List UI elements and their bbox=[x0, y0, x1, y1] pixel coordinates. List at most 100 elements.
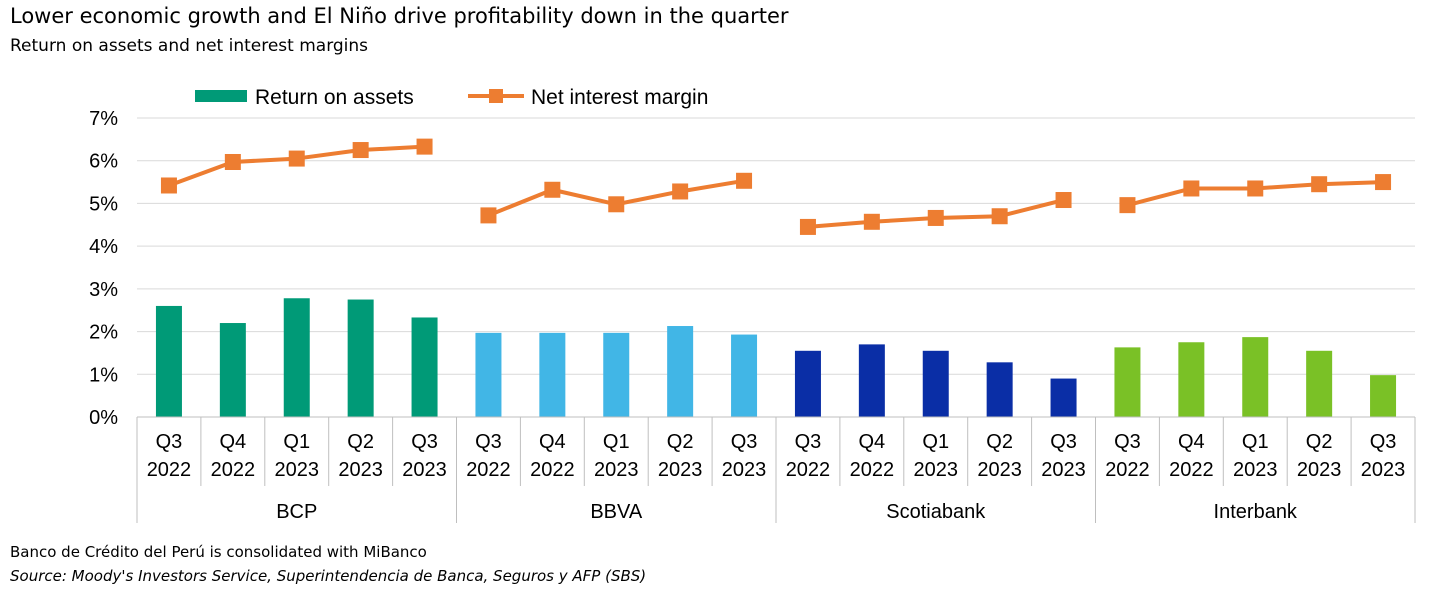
x-quarter-label: Q4 bbox=[539, 431, 566, 453]
x-quarter-label: Q2 bbox=[986, 431, 1013, 453]
nim-marker bbox=[480, 207, 497, 224]
x-quarter-label: Q1 bbox=[1242, 431, 1269, 453]
bars bbox=[155, 298, 1397, 417]
x-year-label: 2022 bbox=[1105, 459, 1150, 481]
x-year-label: 2022 bbox=[786, 459, 831, 481]
nim-marker bbox=[544, 181, 561, 198]
x-bank-label: BCP bbox=[276, 501, 317, 523]
roa-bar bbox=[667, 326, 694, 417]
roa-bar bbox=[794, 350, 821, 417]
x-quarter-label: Q4 bbox=[1178, 431, 1205, 453]
nim-marker bbox=[927, 209, 944, 226]
legend: Return on assets Net interest margin bbox=[195, 86, 708, 109]
nim-marker bbox=[991, 208, 1008, 225]
x-quarter-label: Q1 bbox=[283, 431, 310, 453]
legend-nim-label: Net interest margin bbox=[531, 86, 708, 109]
roa-bar bbox=[1114, 347, 1141, 417]
roa-bar bbox=[1306, 350, 1333, 417]
nim-marker bbox=[1183, 180, 1200, 197]
y-tick-label: 5% bbox=[89, 193, 118, 215]
x-quarter-label: Q2 bbox=[347, 431, 374, 453]
x-year-label: 2023 bbox=[914, 459, 959, 481]
x-year-label: 2022 bbox=[466, 459, 511, 481]
x-year-label: 2023 bbox=[338, 459, 383, 481]
x-year-label: 2023 bbox=[1041, 459, 1086, 481]
x-quarter-label: Q1 bbox=[922, 431, 949, 453]
legend-roa-swatch bbox=[195, 90, 247, 102]
x-quarter-label: Q1 bbox=[603, 431, 630, 453]
roa-bar bbox=[539, 332, 566, 417]
nim-marker bbox=[863, 213, 880, 230]
x-year-label: 2022 bbox=[1169, 459, 1214, 481]
legend-nim-marker bbox=[489, 89, 503, 103]
x-year-label: 2023 bbox=[1233, 459, 1278, 481]
x-quarter-label: Q3 bbox=[411, 431, 438, 453]
x-bank-label: Interbank bbox=[1214, 501, 1298, 523]
x-quarter-label: Q4 bbox=[220, 431, 247, 453]
chart-subtitle: Return on assets and net interest margin… bbox=[10, 36, 369, 56]
x-quarter-label: Q3 bbox=[156, 431, 183, 453]
roa-bar bbox=[1370, 375, 1397, 417]
x-quarter-label: Q3 bbox=[795, 431, 822, 453]
x-year-label: 2023 bbox=[275, 459, 320, 481]
nim-marker bbox=[1375, 174, 1392, 191]
x-quarter-label: Q3 bbox=[1114, 431, 1141, 453]
y-tick-label: 0% bbox=[89, 407, 118, 429]
roa-bar bbox=[411, 317, 438, 417]
nim-marker bbox=[1119, 197, 1136, 214]
y-tick-label: 6% bbox=[89, 151, 118, 173]
x-quarter-label: Q2 bbox=[1306, 431, 1333, 453]
x-year-label: 2023 bbox=[594, 459, 639, 481]
y-tick-label: 2% bbox=[89, 322, 118, 344]
y-tick-label: 4% bbox=[89, 236, 118, 258]
x-bank-label: Scotiabank bbox=[886, 501, 986, 523]
nim-marker bbox=[799, 218, 816, 235]
nim-marker bbox=[224, 153, 241, 170]
x-year-label: 2022 bbox=[211, 459, 256, 481]
y-tick-label: 7% bbox=[89, 108, 118, 130]
x-quarter-label: Q3 bbox=[1370, 431, 1397, 453]
roa-bar bbox=[155, 305, 182, 417]
x-quarter-label: Q4 bbox=[859, 431, 886, 453]
footnote: Banco de Crédito del Perú is consolidate… bbox=[10, 543, 427, 561]
x-year-label: 2023 bbox=[1361, 459, 1406, 481]
chart: Return on assets Net interest margin 0% 1… bbox=[89, 86, 1416, 523]
roa-bar bbox=[1050, 378, 1077, 417]
x-axis: Q3 2022 Q4 2022 Q1 2023 Q2 2023 Q3 2023 BCP Q3 2022 Q… bbox=[136, 416, 1416, 523]
nim-marker bbox=[1055, 192, 1072, 209]
nim-marker bbox=[352, 142, 369, 159]
x-year-label: 2023 bbox=[1297, 459, 1342, 481]
x-year-label: 2023 bbox=[977, 459, 1022, 481]
roa-bar bbox=[603, 332, 630, 417]
x-year-label: 2023 bbox=[722, 459, 767, 481]
roa-bar bbox=[347, 299, 374, 417]
nim-marker bbox=[416, 138, 433, 155]
nim-marker bbox=[608, 196, 625, 213]
nim-marker bbox=[160, 177, 177, 194]
x-year-label: 2022 bbox=[530, 459, 575, 481]
x-quarter-label: Q3 bbox=[731, 431, 758, 453]
roa-bar bbox=[922, 350, 949, 417]
nim-lines bbox=[160, 138, 1392, 235]
gridlines bbox=[137, 117, 1415, 375]
x-year-label: 2022 bbox=[147, 459, 192, 481]
roa-bar bbox=[731, 334, 758, 417]
x-bank-label: BBVA bbox=[590, 501, 643, 523]
nim-marker bbox=[672, 183, 689, 200]
roa-bar bbox=[475, 332, 502, 417]
x-year-label: 2023 bbox=[402, 459, 447, 481]
nim-marker bbox=[1311, 176, 1328, 193]
y-tick-label: 3% bbox=[89, 279, 118, 301]
roa-bar bbox=[1178, 342, 1205, 417]
x-quarter-label: Q3 bbox=[475, 431, 502, 453]
roa-bar bbox=[986, 362, 1013, 417]
roa-bar bbox=[1242, 337, 1269, 417]
nim-marker bbox=[1247, 180, 1264, 197]
nim-marker bbox=[288, 150, 305, 167]
source-note: Source: Moody's Investors Service, Super… bbox=[10, 567, 647, 585]
x-quarter-label: Q2 bbox=[667, 431, 694, 453]
x-quarter-label: Q3 bbox=[1050, 431, 1077, 453]
nim-marker bbox=[736, 172, 753, 189]
y-axis: 0% 1% 2% 3% 4% 5% 6% 7% bbox=[89, 108, 118, 429]
chart-title: Lower economic growth and El Niño drive … bbox=[10, 4, 789, 28]
